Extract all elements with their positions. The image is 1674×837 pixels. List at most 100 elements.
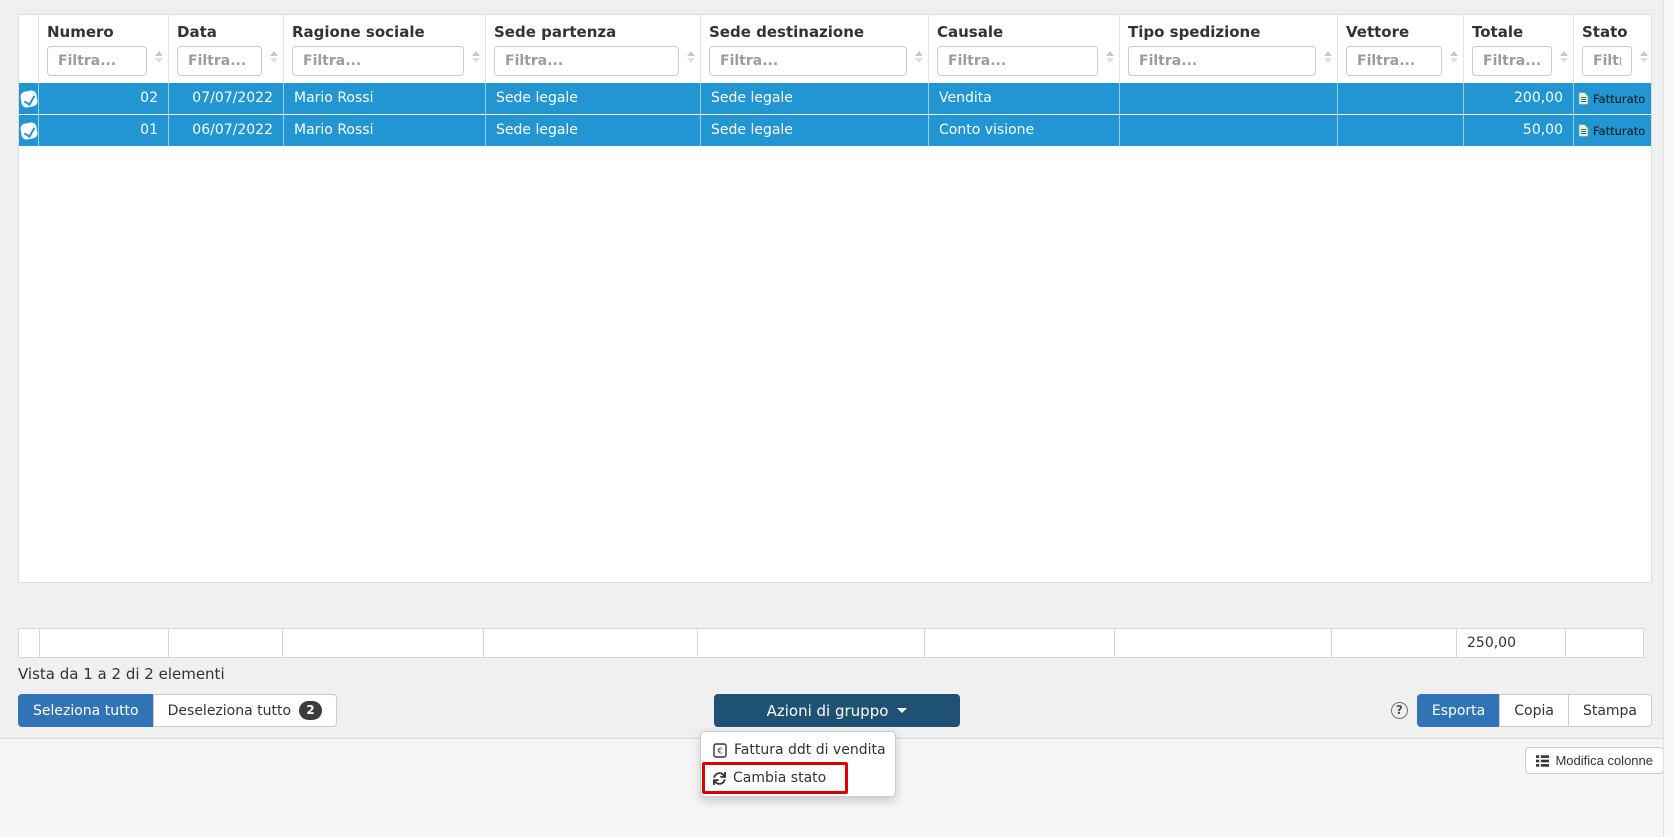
copy-button[interactable]: Copia: [1499, 694, 1569, 727]
print-label: Stampa: [1582, 702, 1637, 719]
menu-item-label: Fattura ddt di vendita: [734, 742, 886, 758]
footer-cell: [18, 628, 40, 658]
footer-cell: [168, 628, 283, 658]
sort-icon[interactable]: [1560, 51, 1568, 63]
footer-cell: [282, 628, 484, 658]
filter-input-data[interactable]: [177, 46, 262, 76]
cell-ragione-sociale: Mario Rossi: [284, 83, 486, 114]
cell-causale: Conto visione: [929, 115, 1120, 146]
row-select-checkbox[interactable]: [19, 83, 39, 114]
selected-check-icon: [19, 89, 38, 108]
edit-columns-label: Modifica colonne: [1555, 753, 1653, 768]
print-button[interactable]: Stampa: [1567, 694, 1652, 727]
deselect-all-button[interactable]: Deseleziona tutto 2: [152, 694, 338, 727]
sort-icon[interactable]: [155, 51, 163, 63]
cell-sede-destinazione: Sede legale: [701, 83, 929, 114]
column-header-vettore[interactable]: Vettore: [1346, 23, 1410, 41]
sort-icon[interactable]: [1450, 51, 1458, 63]
cell-tipo-spedizione: [1120, 115, 1338, 146]
footer-cell: [924, 628, 1115, 658]
cell-data: 07/07/2022: [169, 83, 284, 114]
filter-input-ragione-sociale[interactable]: [292, 46, 464, 76]
column-header-causale[interactable]: Causale: [937, 23, 1004, 41]
caret-down-icon: [897, 708, 908, 713]
invoice-status-icon: [1578, 92, 1589, 105]
status-badge: Fatturato: [1593, 123, 1646, 138]
sort-icon[interactable]: [1106, 51, 1114, 63]
menu-item-cambia-stato[interactable]: Cambia stato: [701, 764, 895, 792]
filter-input-causale[interactable]: [937, 46, 1098, 76]
sort-icon[interactable]: [1324, 51, 1332, 63]
column-header-sede-partenza[interactable]: Sede partenza: [494, 23, 617, 41]
scrollbar[interactable]: [1663, 0, 1674, 837]
status-badge: Fatturato: [1593, 91, 1646, 106]
group-actions-dropdown: € Fattura ddt di vendita Cambia stato: [700, 731, 896, 797]
menu-item-fattura-ddt-di-vendita[interactable]: € Fattura ddt di vendita: [701, 736, 895, 764]
column-header-totale[interactable]: Totale: [1472, 23, 1524, 41]
sort-icon[interactable]: [915, 51, 923, 63]
table-footer: 250,00: [18, 628, 1644, 658]
filter-input-numero[interactable]: [47, 46, 147, 76]
group-actions-button[interactable]: Azioni di gruppo: [714, 694, 960, 727]
filter-input-sede-partenza[interactable]: [494, 46, 679, 76]
menu-item-label: Cambia stato: [733, 770, 827, 786]
filter-input-sede-destinazione[interactable]: [709, 46, 907, 76]
column-header-numero[interactable]: Numero: [47, 23, 114, 41]
svg-text:€: €: [717, 746, 722, 755]
footer-cell: [39, 628, 169, 658]
export-button-group: ? Esporta Copia Stampa: [1390, 694, 1652, 727]
refresh-icon: [713, 771, 726, 785]
footer-cell: [1331, 628, 1457, 658]
cell-numero: 01: [39, 115, 169, 146]
deselect-all-label: Deseleziona tutto: [167, 702, 292, 719]
cell-sede-destinazione: Sede legale: [701, 115, 929, 146]
invoice-icon: €: [713, 742, 727, 758]
cell-ragione-sociale: Mario Rossi: [284, 115, 486, 146]
cell-totale: 50,00: [1464, 115, 1574, 146]
footer-total: 250,00: [1456, 628, 1566, 658]
export-button[interactable]: Esporta: [1416, 694, 1501, 727]
filter-input-vettore[interactable]: [1346, 46, 1442, 76]
export-label: Esporta: [1431, 702, 1486, 719]
table-row[interactable]: 01 06/07/2022 Mario Rossi Sede legale Se…: [19, 115, 1651, 147]
cell-sede-partenza: Sede legale: [486, 115, 701, 146]
ddt-table: Numero Data Ragione sociale Sede partenz…: [18, 14, 1652, 583]
select-all-label: Seleziona tutto: [33, 702, 139, 719]
cell-causale: Vendita: [929, 83, 1120, 114]
sort-icon[interactable]: [687, 51, 695, 63]
footer-cell: [697, 628, 925, 658]
cell-stato: Fatturato: [1574, 83, 1653, 114]
edit-columns-button[interactable]: Modifica colonne: [1525, 747, 1664, 774]
cell-tipo-spedizione: [1120, 83, 1338, 114]
table-header: Numero Data Ragione sociale Sede partenz…: [19, 15, 1651, 83]
selection-count-badge: 2: [299, 701, 323, 720]
sort-icon[interactable]: [270, 51, 278, 63]
help-icon[interactable]: ?: [1390, 702, 1408, 719]
sort-icon[interactable]: [1640, 51, 1648, 63]
cell-sede-partenza: Sede legale: [486, 83, 701, 114]
cell-stato: Fatturato: [1574, 115, 1653, 146]
invoice-status-icon: [1578, 124, 1589, 137]
sort-icon[interactable]: [472, 51, 480, 63]
column-header-stato[interactable]: Stato: [1582, 23, 1628, 41]
cell-vettore: [1338, 83, 1464, 114]
column-header-data[interactable]: Data: [177, 23, 217, 41]
filter-input-stato[interactable]: [1582, 46, 1632, 76]
cell-data: 06/07/2022: [169, 115, 284, 146]
filter-input-tipo-spedizione[interactable]: [1128, 46, 1316, 76]
table-row[interactable]: 02 07/07/2022 Mario Rossi Sede legale Se…: [19, 83, 1651, 115]
cell-totale: 200,00: [1464, 83, 1574, 114]
select-all-button[interactable]: Seleziona tutto: [18, 694, 154, 727]
footer-cell: [1114, 628, 1332, 658]
column-header-ragione-sociale[interactable]: Ragione sociale: [292, 23, 425, 41]
row-select-checkbox[interactable]: [19, 115, 39, 146]
table-info: Vista da 1 a 2 di 2 elementi: [18, 665, 225, 683]
selection-button-group: Seleziona tutto Deseleziona tutto 2: [18, 694, 338, 727]
actions-bar: Seleziona tutto Deseleziona tutto 2 Azion…: [0, 694, 1674, 727]
footer-cell: [483, 628, 698, 658]
list-columns-icon: [1536, 754, 1550, 767]
column-header-sede-destinazione[interactable]: Sede destinazione: [709, 23, 865, 41]
column-header-tipo-spedizione[interactable]: Tipo spedizione: [1128, 23, 1261, 41]
filter-input-totale[interactable]: [1472, 46, 1552, 76]
copy-label: Copia: [1514, 702, 1554, 719]
